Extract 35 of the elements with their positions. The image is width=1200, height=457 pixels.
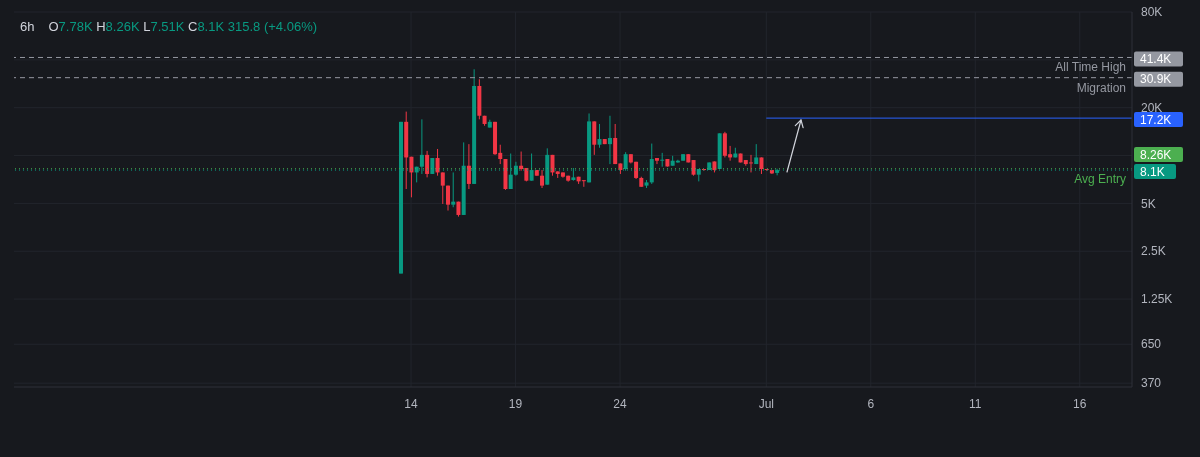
candlestick	[446, 185, 451, 212]
text: O7.78K H8.26K L7.51K C8.1K 315.8 (+4.06%)	[48, 19, 318, 34]
candlestick	[435, 148, 440, 177]
y-tick-label: 2.5K	[1141, 244, 1166, 259]
candlestick	[451, 171, 456, 208]
x-tick-label: 14	[404, 396, 419, 411]
ref-line-label: Migration	[1076, 80, 1126, 95]
candlestick	[592, 120, 597, 156]
text: 6h	[20, 19, 35, 34]
annotation: 41.4K	[1140, 52, 1172, 67]
annotation: 30.9K	[1140, 72, 1172, 87]
candlestick	[425, 150, 430, 178]
ref-line-label: Avg Entry	[1074, 171, 1126, 186]
annotation: 17.2K	[1140, 112, 1172, 127]
y-tick-label: 370	[1141, 376, 1162, 391]
annotation: 8.1K	[1140, 164, 1165, 179]
annotation: 8.26K	[1140, 147, 1172, 162]
x-tick-label: Jul	[758, 396, 774, 411]
y-tick-label: 80K	[1141, 5, 1163, 20]
x-tick-label: 6	[867, 396, 875, 411]
candlestick	[660, 152, 665, 168]
candlestick	[654, 157, 659, 165]
x-tick-label: 19	[508, 396, 523, 411]
x-tick-label: 24	[613, 396, 628, 411]
candlestick	[466, 143, 471, 190]
y-tick-label: 20K	[1141, 100, 1163, 115]
x-tick-label: 16	[1073, 396, 1087, 411]
candlestick	[597, 123, 602, 149]
x-tick-label: 11	[969, 396, 982, 411]
candlestick	[607, 115, 612, 165]
candlestick	[440, 171, 445, 205]
y-tick-label: 5K	[1141, 196, 1156, 211]
ref-line-label: All Time High	[1055, 60, 1126, 75]
y-tick-label: 650	[1141, 337, 1162, 352]
y-tick-label: 1.25K	[1141, 292, 1173, 307]
